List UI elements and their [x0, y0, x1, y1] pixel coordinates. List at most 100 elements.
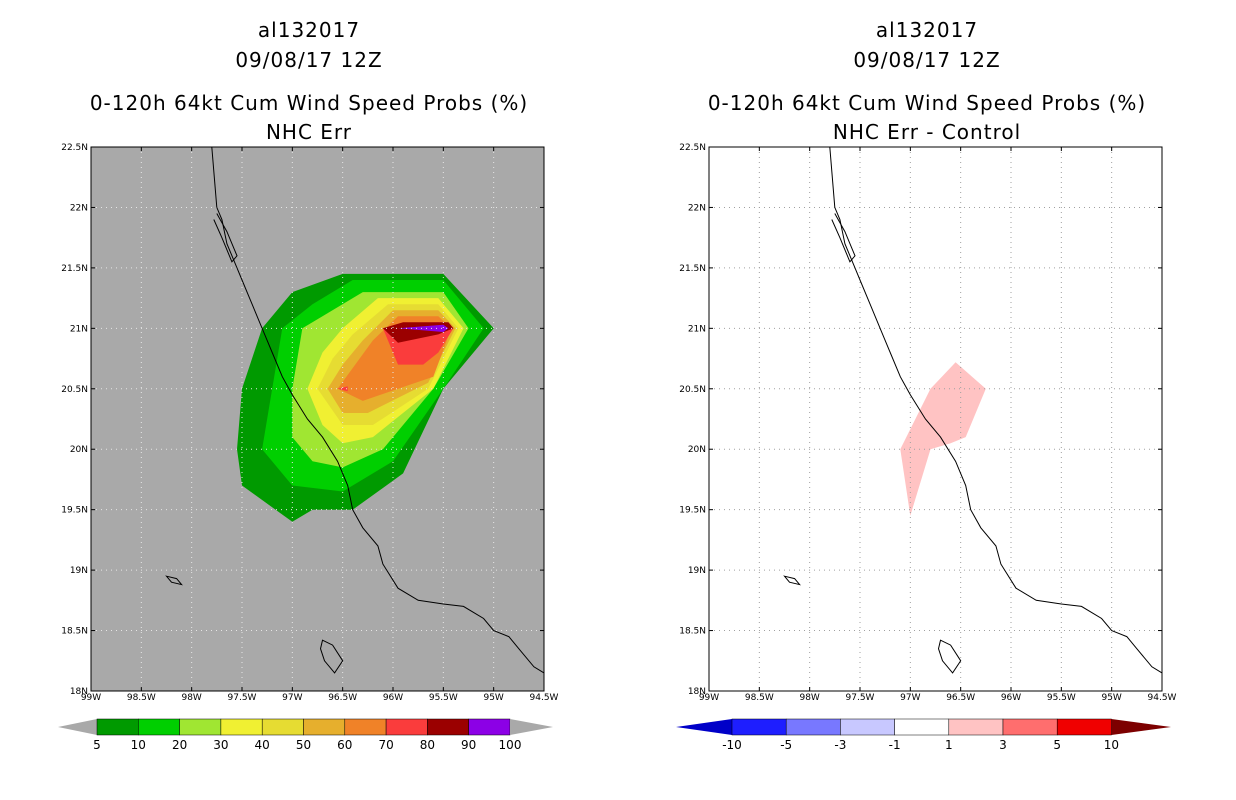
lake-outline: [319, 639, 344, 674]
lon-tick-label: 95.5W: [429, 693, 458, 703]
right-panel: al132017 09/08/17 12Z 0-120h 64kt Cum Wi…: [618, 0, 1236, 800]
colorbar-label: 1: [945, 738, 953, 752]
colorbar-swatch: [840, 718, 895, 736]
lagoon-outline: [831, 213, 856, 263]
lon-tick-label: 96.5W: [946, 693, 975, 703]
colorbar-label: 5: [1053, 738, 1061, 752]
colorbar-swatch: [385, 718, 428, 736]
storm-id-title: al132017: [875, 18, 979, 42]
colorbar-label: -5: [780, 738, 792, 752]
lat-tick-label: 19.5N: [679, 506, 706, 516]
colorbar-swatch: [261, 718, 304, 736]
map-frame: [708, 146, 1163, 692]
colorbar-label: 10: [131, 738, 146, 752]
lake-outline: [937, 639, 962, 674]
lat-tick-label: 20.5N: [679, 385, 706, 395]
lon-tick-label: 96W: [383, 693, 403, 703]
lat-tick-label: 22.5N: [679, 143, 706, 153]
lat-tick-label: 22N: [688, 203, 706, 213]
colorbar-swatch: [138, 718, 180, 736]
lat-tick-label: 20N: [70, 445, 88, 455]
diff-contour-0: [900, 362, 986, 516]
datetime-title: 09/08/17 12Z: [235, 48, 383, 72]
colorbar-end-triangle: [676, 719, 732, 735]
lat-tick-label: 18.5N: [61, 627, 88, 637]
colorbar-end-triangle: [1111, 719, 1171, 735]
colorbar-swatch: [96, 718, 139, 736]
prob-contour-8: [337, 386, 348, 392]
colorbar-label: -1: [889, 738, 901, 752]
coastline: [211, 146, 545, 674]
lat-tick-label: 20.5N: [61, 385, 88, 395]
lon-tick-label: 94.5W: [1148, 693, 1177, 703]
colorbar-swatch: [303, 718, 346, 736]
lat-tick-label: 22N: [70, 203, 88, 213]
colorbar-label: 5: [93, 738, 101, 752]
colorbar-label: 90: [461, 738, 476, 752]
colorbar-end-triangle: [510, 719, 553, 735]
colorbar-label: 10: [1104, 738, 1119, 752]
lake-outline: [165, 575, 183, 586]
datetime-title: 09/08/17 12Z: [853, 48, 1001, 72]
colorbar-swatch: [344, 718, 387, 736]
lon-tick-label: 98W: [799, 693, 819, 703]
lon-tick-label: 98.5W: [745, 693, 774, 703]
lon-tick-label: 95W: [483, 693, 503, 703]
colorbar-swatch: [1002, 718, 1058, 736]
lon-tick-label: 97W: [900, 693, 920, 703]
lat-tick-label: 18N: [70, 687, 88, 697]
map-frame: [90, 146, 545, 692]
colorbar-label: -3: [834, 738, 846, 752]
subtitle: NHC Err: [265, 120, 353, 144]
colorbar-swatch: [220, 718, 263, 736]
lat-tick-label: 21N: [70, 324, 88, 334]
lat-tick-label: 21N: [688, 324, 706, 334]
colorbar-swatch: [179, 718, 222, 736]
colorbar-label: 70: [378, 738, 393, 752]
colorbar-swatch: [948, 718, 1004, 736]
colorbar-label: 60: [337, 738, 352, 752]
lat-tick-label: 19N: [688, 566, 706, 576]
lat-tick-label: 19.5N: [61, 506, 88, 516]
probability-map: 99W 98.5W 98W 97.5W 97W 96.5W 96W 95.5W 95W 94.5W…: [58, 143, 559, 752]
colorbar-swatch: [427, 718, 469, 736]
lon-tick-label: 99W: [699, 693, 719, 703]
storm-id-title: al132017: [257, 18, 361, 42]
colorbar-end-triangle: [58, 719, 97, 735]
colorbar-label: 3: [999, 738, 1007, 752]
lon-tick-label: 99W: [81, 693, 101, 703]
lon-tick-label: 94.5W: [530, 693, 559, 703]
colorbar-swatch: [468, 718, 511, 736]
lat-tick-label: 21.5N: [679, 264, 706, 274]
left-panel: al132017 09/08/17 12Z 0-120h 64kt Cum Wi…: [58, 18, 559, 752]
prob-contour-10: [398, 324, 449, 332]
colorbar-label: 80: [420, 738, 435, 752]
colorbar-label: -10: [722, 738, 742, 752]
colorbar-label: 100: [499, 738, 522, 752]
lat-tick-label: 21.5N: [61, 264, 88, 274]
lat-tick-label: 20N: [688, 445, 706, 455]
colorbar-label: 40: [255, 738, 270, 752]
lon-tick-label: 98W: [181, 693, 201, 703]
lon-tick-label: 96W: [1001, 693, 1021, 703]
lon-tick-label: 95W: [1101, 693, 1121, 703]
lon-tick-label: 96.5W: [328, 693, 357, 703]
colorbar-swatch: [894, 718, 950, 736]
colorbar-label: 30: [213, 738, 228, 752]
lat-tick-label: 18N: [688, 687, 706, 697]
subtitle: NHC Err - Control: [832, 120, 1022, 144]
colorbar-swatch: [1056, 718, 1112, 736]
lon-tick-label: 95.5W: [1047, 693, 1076, 703]
difference-map: 99W 98.5W 98W 97.5W 97W 96.5W 96W 95.5W 95W 94.5W…: [676, 143, 1177, 752]
colorbar-label: 50: [296, 738, 311, 752]
coastline: [829, 146, 1163, 674]
colorbar-swatch: [731, 718, 787, 736]
colorbar-swatch: [785, 718, 841, 736]
lon-tick-label: 97.5W: [846, 693, 875, 703]
lon-tick-label: 98.5W: [127, 693, 156, 703]
lagoon-outline: [213, 213, 238, 263]
lat-tick-label: 22.5N: [61, 143, 88, 153]
lon-tick-label: 97.5W: [228, 693, 257, 703]
lat-tick-label: 18.5N: [679, 627, 706, 637]
product-title: 0-120h 64kt Cum Wind Speed Probs (%): [89, 91, 529, 115]
